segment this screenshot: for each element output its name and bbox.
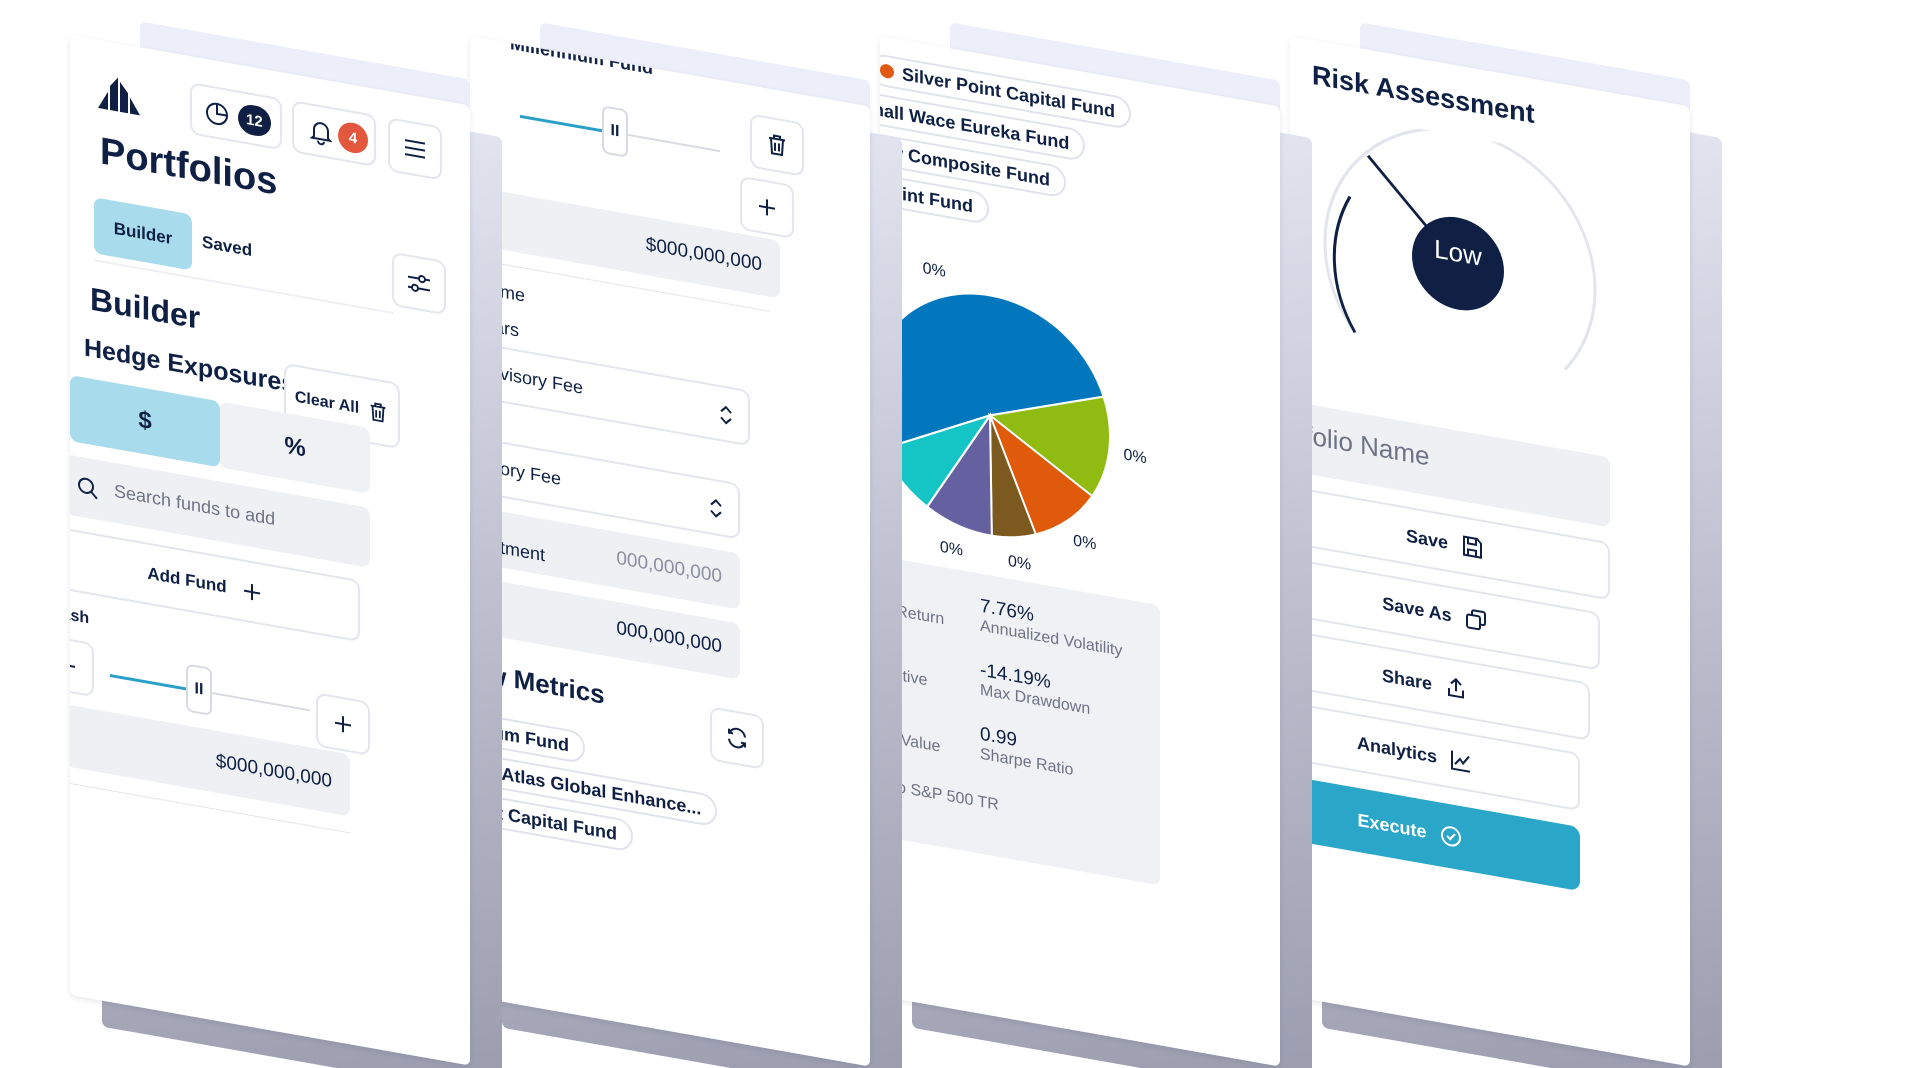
menu-button[interactable] (388, 117, 442, 181)
minus-icon (70, 663, 75, 668)
fund-card: Millennium Fund II $000,000,000 ame ears… (470, 36, 870, 1067)
tab-saved-label: Saved (202, 232, 253, 261)
metrics-summary: % alized Return 7.76% Annualized Volatil… (880, 547, 1160, 886)
pie-data-label: 0% (1073, 531, 1096, 553)
sharpe-ratio-label: Sharpe Ratio (980, 745, 1074, 780)
save-as-button[interactable]: Save As (1290, 554, 1600, 671)
allocation-chart-panel: Silver Point Capital Fund rshall Wace Eu… (880, 22, 1312, 1068)
percent-label: % (284, 431, 306, 463)
legend-swatch (880, 63, 894, 80)
plus-icon (759, 199, 775, 216)
pie-data-label: 0% (940, 538, 963, 560)
gauge-dial (1412, 216, 1504, 311)
floppy-disk-icon (1463, 535, 1483, 559)
execute-label: Execute (1357, 809, 1427, 842)
pie-slice[interactable] (987, 412, 1094, 544)
dollar-label: $ (138, 406, 152, 436)
search-placeholder: Search funds to add (114, 480, 276, 530)
building-logo-icon (98, 77, 140, 116)
portfolio-count-badge: 12 (238, 102, 271, 139)
investment-value: 000,000,000 (616, 617, 722, 658)
add-fund-label: Add Fund (147, 563, 227, 597)
clear-all-label: Clear All (294, 388, 360, 417)
pie-data-label: 0% (923, 259, 946, 281)
trash-icon (769, 134, 785, 157)
plus-icon (335, 715, 351, 733)
portfolio-builder-panel: 12 4 Portfolios Builder Saved B (70, 21, 502, 1068)
refresh-icon (728, 727, 746, 749)
check-circle-icon (1440, 826, 1461, 847)
search-input[interactable]: Search funds to add (70, 453, 370, 568)
pie-data-label: 0% (1124, 445, 1147, 467)
tab-builder-label: Builder (113, 218, 173, 249)
hamburger-menu-icon (405, 139, 425, 159)
save-button[interactable]: Save (1290, 484, 1610, 601)
notifications-button[interactable]: 4 (292, 100, 376, 167)
cash-amount-value: $000,000,000 (215, 750, 332, 793)
builder-card: 12 4 Portfolios Builder Saved B (70, 35, 470, 1066)
investment-placeholder: 000,000,000 (616, 547, 722, 588)
refresh-metrics-button[interactable] (710, 706, 764, 770)
copy-icon (1465, 609, 1486, 631)
cash-label: Cash (70, 603, 90, 628)
line-chart-icon (1451, 750, 1471, 773)
notification-count-badge: 4 (338, 120, 368, 156)
section-title: Builder (90, 280, 201, 336)
fund-slider-fill (520, 114, 605, 133)
share-button[interactable]: Share (1290, 624, 1590, 741)
analytics-button[interactable]: Analytics (1290, 694, 1580, 812)
risk-card: Risk Assessment Low tfolio Name Save Sav… (1290, 36, 1690, 1067)
chevron-up-down-icon (710, 498, 722, 518)
increase-fund-button[interactable] (740, 175, 794, 240)
add-fund-button[interactable]: Add Fund (70, 525, 360, 643)
tab-builder[interactable]: Builder (94, 197, 192, 271)
decrease-cash-button[interactable] (70, 633, 94, 698)
allocation-pie-chart: 0%0%0%0%0%0% (880, 259, 1147, 574)
fund-amount-value: $000,000,000 (645, 233, 762, 276)
cash-slider-thumb[interactable]: II (186, 663, 212, 717)
save-as-label: Save As (1382, 592, 1452, 626)
tab-saved[interactable]: Saved (202, 232, 252, 261)
pie-slice[interactable] (880, 274, 1105, 488)
cash-amount-field[interactable]: $000,000,000 (70, 697, 350, 817)
pie-data-label: 0% (1008, 552, 1031, 574)
portfolio-name-placeholder: tfolio Name (1298, 418, 1430, 472)
cash-slider-fill (110, 674, 190, 692)
risk-assessment-panel: Risk Assessment Low tfolio Name Save Sav… (1290, 22, 1722, 1068)
execute-button[interactable]: Execute (1290, 767, 1580, 892)
toggle-dollar[interactable]: $ (70, 375, 220, 468)
annualized-volatility-label: Annualized Volatility (980, 617, 1123, 660)
fund-slider-thumb[interactable]: II (602, 105, 628, 158)
save-label: Save (1405, 524, 1449, 553)
share-icon (1448, 677, 1465, 699)
sliders-icon (408, 275, 430, 292)
clear-all-button[interactable]: Clear All (284, 362, 400, 450)
gauge-needle (1366, 154, 1437, 238)
search-icon (78, 477, 98, 500)
risk-gauge (1323, 127, 1597, 371)
bell-icon (309, 122, 333, 146)
chart-card: Silver Point Capital Fund rshall Wace Eu… (880, 36, 1280, 1067)
advisory-fee-select[interactable]: Advisory Fee (470, 339, 750, 447)
pie-chart-icon (206, 102, 228, 126)
pie-slice[interactable] (987, 377, 1111, 500)
delete-fund-button[interactable] (750, 113, 804, 177)
advisory-fee-select-2[interactable]: visory Fee (470, 432, 740, 540)
share-label: Share (1381, 664, 1433, 694)
fund-amount-field[interactable]: $000,000,000 (490, 189, 780, 299)
portfolio-count-button[interactable]: 12 (190, 82, 282, 151)
filter-settings-button[interactable] (392, 251, 446, 316)
plus-icon (243, 583, 260, 601)
increase-cash-button[interactable] (316, 692, 370, 756)
analytics-label: Analytics (1356, 732, 1438, 767)
trash-icon (370, 402, 386, 423)
chevron-up-down-icon (720, 405, 732, 425)
fund-detail-panel: Millennium Fund II $000,000,000 ame ears… (470, 22, 902, 1068)
